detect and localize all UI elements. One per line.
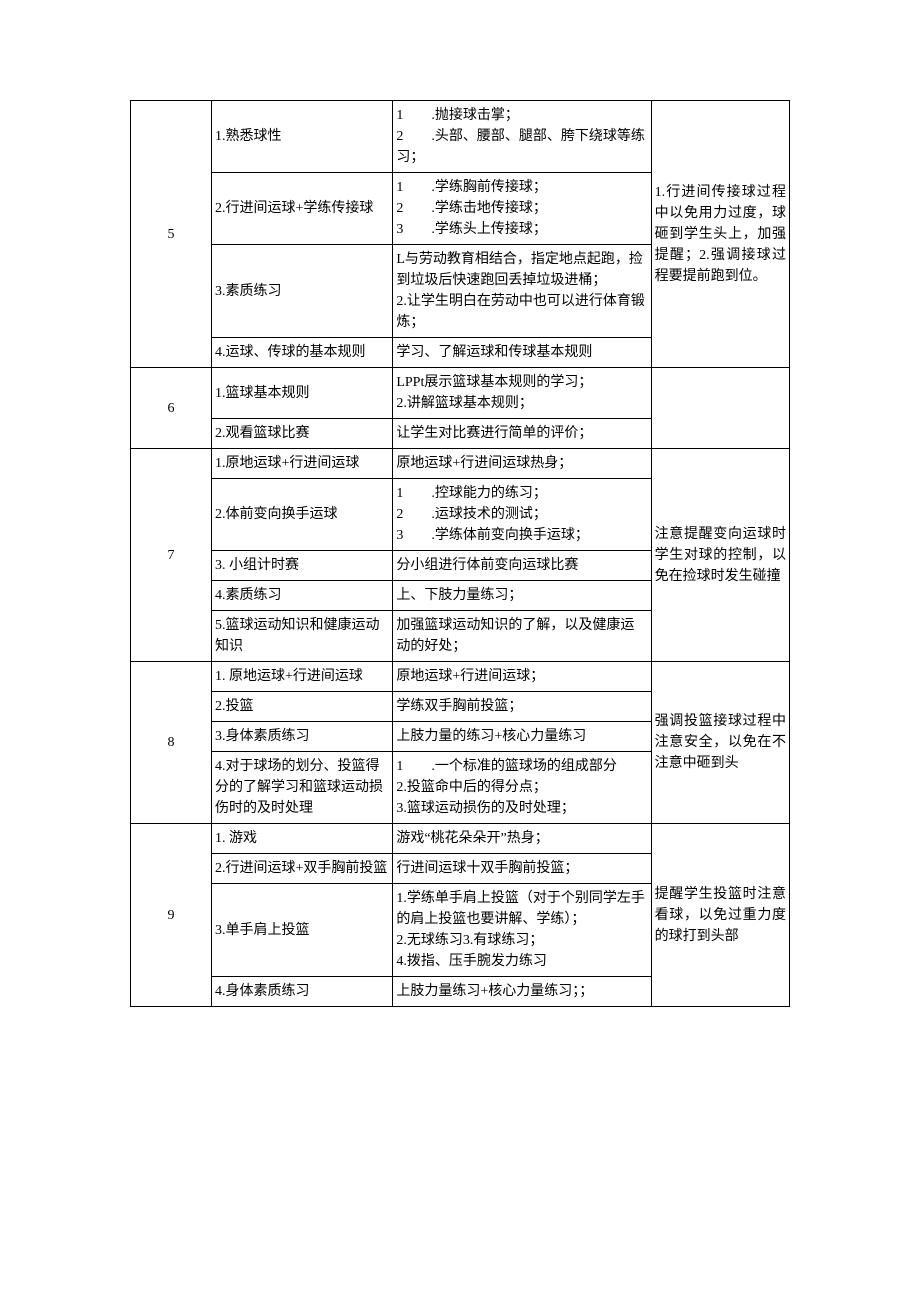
lesson-item-cell: 1.原地运球+行进间运球 [211,449,392,479]
lesson-number-cell: 9 [131,824,212,1007]
lesson-desc-cell: 加强篮球运动知识的了解，以及健康运动的好处； [393,611,651,662]
lesson-item-cell: 3.身体素质练习 [211,722,392,752]
lesson-desc-cell: LPPt展示篮球基本规则的学习；2.讲解篮球基本规则； [393,368,651,419]
lesson-item-cell: 4.身体素质练习 [211,977,392,1007]
lesson-item-cell: 5.篮球运动知识和健康运动知识 [211,611,392,662]
lesson-number-cell: 8 [131,662,212,824]
table-row: 91. 游戏游戏“桃花朵朵开”热身；提醒学生投篮时注意看球，以免过重力度的球打到… [131,824,790,854]
lesson-desc-cell: 上肢力量练习+核心力量练习；； [393,977,651,1007]
lesson-item-cell: 2.体前变向换手运球 [211,479,392,551]
lesson-desc-cell: L与劳动教育相结合，指定地点起跑，捡到垃圾后快速跑回丢掉垃圾进桶；2.让学生明白… [393,245,651,338]
lesson-item-cell: 2.投篮 [211,692,392,722]
lesson-desc-cell: 上、下肢力量练习； [393,581,651,611]
lesson-note-cell: 提醒学生投篮时注意看球，以免过重力度的球打到头部 [651,824,789,1007]
lesson-desc-cell: 原地运球+行进间运球； [393,662,651,692]
table-row: 61.篮球基本规则LPPt展示篮球基本规则的学习；2.讲解篮球基本规则； [131,368,790,419]
lesson-item-cell: 1. 游戏 [211,824,392,854]
lesson-desc-cell: 原地运球+行进间运球热身； [393,449,651,479]
lesson-note-cell [651,368,789,449]
document-page: 51.熟悉球性1 .抛接球击掌；2 .头部、腰部、腿部、胯下绕球等练习；1.行进… [0,0,920,1067]
lesson-desc-cell: 1 .一个标准的篮球场的组成部分2.投篮命中后的得分点；3.篮球运动损伤的及时处… [393,752,651,824]
lesson-number-cell: 6 [131,368,212,449]
lesson-desc-cell: 学习、了解运球和传球基本规则 [393,338,651,368]
lesson-desc-cell: 游戏“桃花朵朵开”热身； [393,824,651,854]
lesson-desc-cell: 1 .学练胸前传接球；2 .学练击地传接球；3 .学练头上传接球； [393,173,651,245]
lesson-desc-cell: 行进间运球十双手胸前投篮； [393,854,651,884]
lesson-item-cell: 4.对于球场的划分、投篮得分的了解学习和篮球运动损伤时的及时处理 [211,752,392,824]
lesson-item-cell: 1.熟悉球性 [211,101,392,173]
lesson-note-cell: 1.行进间传接球过程中以免用力过度，球砸到学生头上，加强提醒；2.强调接球过程要… [651,101,789,368]
lesson-item-cell: 3.素质练习 [211,245,392,338]
lesson-item-cell: 1.篮球基本规则 [211,368,392,419]
lesson-item-cell: 2.行进间运球+学练传接球 [211,173,392,245]
lesson-item-cell: 1. 原地运球+行进间运球 [211,662,392,692]
lesson-plan-table: 51.熟悉球性1 .抛接球击掌；2 .头部、腰部、腿部、胯下绕球等练习；1.行进… [130,100,790,1007]
lesson-item-cell: 3. 小组计时赛 [211,551,392,581]
lesson-desc-cell: 1 .控球能力的练习；2 .运球技术的测试；3 .学练体前变向换手运球； [393,479,651,551]
lesson-desc-cell: 1 .抛接球击掌；2 .头部、腰部、腿部、胯下绕球等练习； [393,101,651,173]
lesson-item-cell: 3.单手肩上投篮 [211,884,392,977]
table-row: 81. 原地运球+行进间运球原地运球+行进间运球；强调投篮接球过程中注意安全，以… [131,662,790,692]
lesson-item-cell: 4.运球、传球的基本规则 [211,338,392,368]
lesson-desc-cell: 上肢力量的练习+核心力量练习 [393,722,651,752]
lesson-item-cell: 2.行进间运球+双手胸前投篮 [211,854,392,884]
lesson-number-cell: 5 [131,101,212,368]
lesson-desc-cell: 分小组进行体前变向运球比赛 [393,551,651,581]
table-row: 71.原地运球+行进间运球原地运球+行进间运球热身；注意提醒变向运球时学生对球的… [131,449,790,479]
table-row: 51.熟悉球性1 .抛接球击掌；2 .头部、腰部、腿部、胯下绕球等练习；1.行进… [131,101,790,173]
lesson-note-cell: 注意提醒变向运球时学生对球的控制，以免在捡球时发生碰撞 [651,449,789,662]
lesson-number-cell: 7 [131,449,212,662]
lesson-item-cell: 2.观看篮球比赛 [211,419,392,449]
lesson-desc-cell: 让学生对比赛进行简单的评价； [393,419,651,449]
lesson-desc-cell: 1.学练单手肩上投篮（对于个别同学左手的肩上投篮也要讲解、学练）；2.无球练习3… [393,884,651,977]
lesson-item-cell: 4.素质练习 [211,581,392,611]
lesson-desc-cell: 学练双手胸前投篮； [393,692,651,722]
lesson-note-cell: 强调投篮接球过程中注意安全，以免在不注意中砸到头 [651,662,789,824]
